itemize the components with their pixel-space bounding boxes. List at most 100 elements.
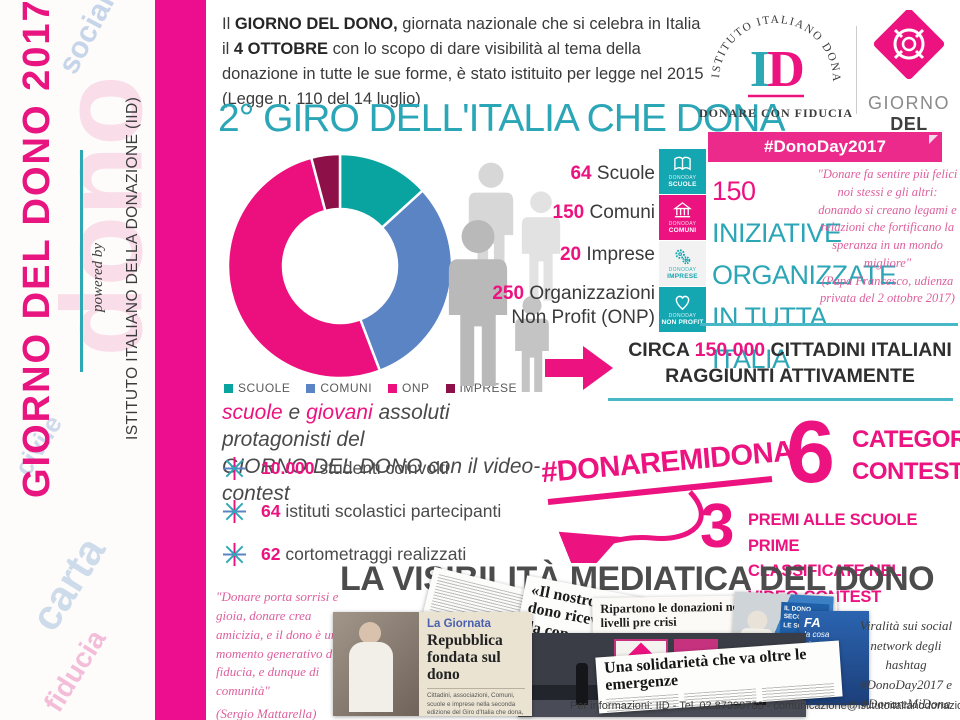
initiatives-line1: 150 INIZIATIVE bbox=[712, 170, 872, 254]
legend-item: SCUOLE bbox=[224, 381, 290, 395]
news-clipping-repubblica: La Giornata Repubblica fondata sul dono … bbox=[333, 612, 532, 716]
donut-segment-onp bbox=[226, 156, 382, 380]
quote-text: "Donare porta sorrisi e gioia, donare cr… bbox=[216, 589, 339, 699]
badge-caption: IMPRESE bbox=[667, 273, 698, 280]
clipping-headline: Repubblica fondata sul dono bbox=[427, 632, 503, 684]
contest-number-6: 6 bbox=[786, 402, 835, 501]
protagonists-line1: scuole e giovani assoluti protagonisti d… bbox=[222, 400, 552, 454]
sidebar-divider-line bbox=[80, 150, 83, 372]
intro-bold-event: GIORNO DEL DONO, bbox=[234, 15, 398, 33]
legend-swatch bbox=[306, 383, 316, 393]
stat-value: 20 bbox=[559, 243, 582, 265]
legend-label: SCUOLE bbox=[238, 381, 291, 395]
photo-head bbox=[359, 622, 381, 644]
protagonists-text: assoluti protagonisti del bbox=[222, 401, 450, 451]
reach-line1: CIRCA 150.000 CITTADINI ITALIANI bbox=[620, 337, 960, 363]
clipping-kicker: La Giornata bbox=[427, 618, 491, 630]
bullet-number: 64 bbox=[261, 501, 281, 521]
stat-imprese: 20 Imprese bbox=[455, 243, 655, 267]
intro-text: giornata nazionale che si celebra in Ita… bbox=[222, 15, 701, 59]
magenta-accent-bar bbox=[155, 0, 206, 720]
stat-label: Imprese bbox=[581, 243, 655, 265]
initiatives-number: 150 bbox=[712, 176, 756, 206]
badge-comuni: DONODAY COMUNI bbox=[659, 195, 706, 240]
protagonists-line2: GIORNO DEL DONO con il video-contest bbox=[222, 454, 552, 508]
legend-label: COMUNI bbox=[320, 381, 373, 395]
bullet-label: cortometraggi realizzati bbox=[280, 544, 467, 564]
stat-comuni: 150 Comuni bbox=[455, 201, 655, 225]
badge-caption: DONODAY bbox=[668, 267, 697, 273]
heart-icon bbox=[675, 295, 690, 311]
stat-label: Non Profit (ONP) bbox=[511, 307, 655, 328]
social-virality-note: Viralità sui social network degli hashta… bbox=[859, 618, 953, 711]
gdd-logo-line1: GIORNO bbox=[867, 93, 950, 113]
asterisk-icon bbox=[222, 542, 247, 567]
bank-icon bbox=[673, 202, 692, 218]
reach-number: 150.000 bbox=[694, 339, 766, 361]
bullet-label: istituti scolastici partecipanti bbox=[280, 501, 502, 521]
bullet-text: 10.000 studenti coinvolti bbox=[261, 458, 449, 479]
clipping-photo-pope bbox=[333, 612, 419, 716]
badge-caption: SCUOLE bbox=[668, 181, 697, 188]
bullet-text: 64 istituti scolastici partecipanti bbox=[261, 501, 501, 522]
prizes-line1: PREMI ALLE SCUOLE PRIME bbox=[748, 511, 918, 555]
initiatives-line2: ORGANIZZATE bbox=[712, 260, 897, 291]
legend-swatch bbox=[388, 383, 398, 393]
clipping-body: Cittadini, associazioni, Comuni, scuole … bbox=[427, 688, 525, 716]
watermark-word: sociale bbox=[51, 0, 129, 80]
donoday-ribbon: #DonoDay2017 bbox=[708, 132, 942, 162]
initiatives-word: INIZIATIVE bbox=[712, 218, 842, 249]
badge-caption: COMUNI bbox=[668, 227, 697, 234]
badge-caption: DONODAY bbox=[668, 221, 697, 227]
event-title-vertical: GIORNO DEL DONO 2017 bbox=[16, 0, 58, 498]
categories-line2: CONTEST bbox=[852, 458, 960, 486]
tv-caption-line: la cosa bbox=[804, 630, 830, 639]
page-title: 2° GIRO DELL'ITALIA CHE DONA bbox=[218, 97, 785, 140]
stat-value: 150 bbox=[552, 201, 585, 223]
highlight-scuole: scuole bbox=[222, 401, 283, 424]
right-arrow-icon bbox=[545, 346, 613, 390]
donut-segment-imprese bbox=[309, 152, 342, 213]
book-icon bbox=[674, 156, 691, 171]
badge-caption: DONODAY bbox=[668, 313, 697, 319]
watermark-word: carta bbox=[21, 528, 115, 639]
divider-line bbox=[608, 398, 953, 401]
quote-attribution: (Papa Francesco, udienza privata del 2 o… bbox=[820, 273, 955, 306]
bullet-number: 10.000 bbox=[261, 458, 315, 478]
legend-swatch bbox=[445, 383, 455, 393]
hashtag-underline-arrow bbox=[547, 476, 773, 563]
badge-caption: DONODAY bbox=[668, 175, 697, 181]
legend-label: ONP bbox=[402, 381, 430, 395]
watermark-word: fiducia bbox=[37, 624, 112, 718]
tv-caption: FA bbox=[804, 615, 821, 630]
quote-attribution: (Sergio Mattarella) bbox=[216, 706, 317, 720]
protagonists-text: con il video-contest bbox=[222, 454, 541, 505]
legend-item: COMUNI bbox=[306, 381, 372, 395]
donut-segment-comuni bbox=[358, 188, 454, 373]
left-sidebar: dono sociale civile carta fiducia GIORNO… bbox=[0, 0, 206, 720]
stat-scuole: 64 Scuole bbox=[455, 162, 655, 186]
iid-tagline: DONARE CON FIDUCIA bbox=[699, 106, 853, 120]
protagonists-statement: scuole e giovani assoluti protagonisti d… bbox=[222, 400, 552, 508]
stat-value: 64 bbox=[570, 163, 592, 184]
initiatives-line3: IN TUTTA ITALIA bbox=[712, 302, 826, 375]
reach-line2: RAGGIUNTI ATTIVAMENTE bbox=[665, 365, 915, 388]
logo-divider bbox=[856, 26, 857, 114]
legend-item: ONP bbox=[388, 381, 430, 395]
stat-label: Scuole bbox=[591, 163, 655, 184]
badge-caption: NON PROFIT bbox=[661, 319, 704, 326]
badge-non-profit: DONODAY NON PROFIT bbox=[659, 287, 706, 332]
stat-label: Comuni bbox=[584, 201, 655, 223]
gears-icon bbox=[675, 249, 691, 265]
organization-name-vertical: ISTITUTO ITALIANO DELLA DONAZIONE (IID) bbox=[124, 96, 141, 440]
intro-text: con lo scopo di dare visibilità al tema … bbox=[222, 40, 704, 109]
bullet-label: studenti coinvolti bbox=[314, 458, 449, 478]
intro-paragraph: Il GIORNO DEL DONO, giornata nazionale c… bbox=[222, 12, 704, 112]
stat-value: 250 bbox=[492, 283, 525, 305]
stat-onp: 250 Organizzazioni Non Profit (ONP) bbox=[455, 282, 655, 330]
iid-letter-i: I bbox=[750, 41, 770, 98]
gdd-diamond-icon bbox=[873, 8, 945, 80]
pope-quote: "Donare fa sentire più felici noi stessi… bbox=[815, 166, 960, 308]
reach-statement: CIRCA 150.000 CITTADINI ITALIANI RAGGIUN… bbox=[620, 337, 960, 390]
